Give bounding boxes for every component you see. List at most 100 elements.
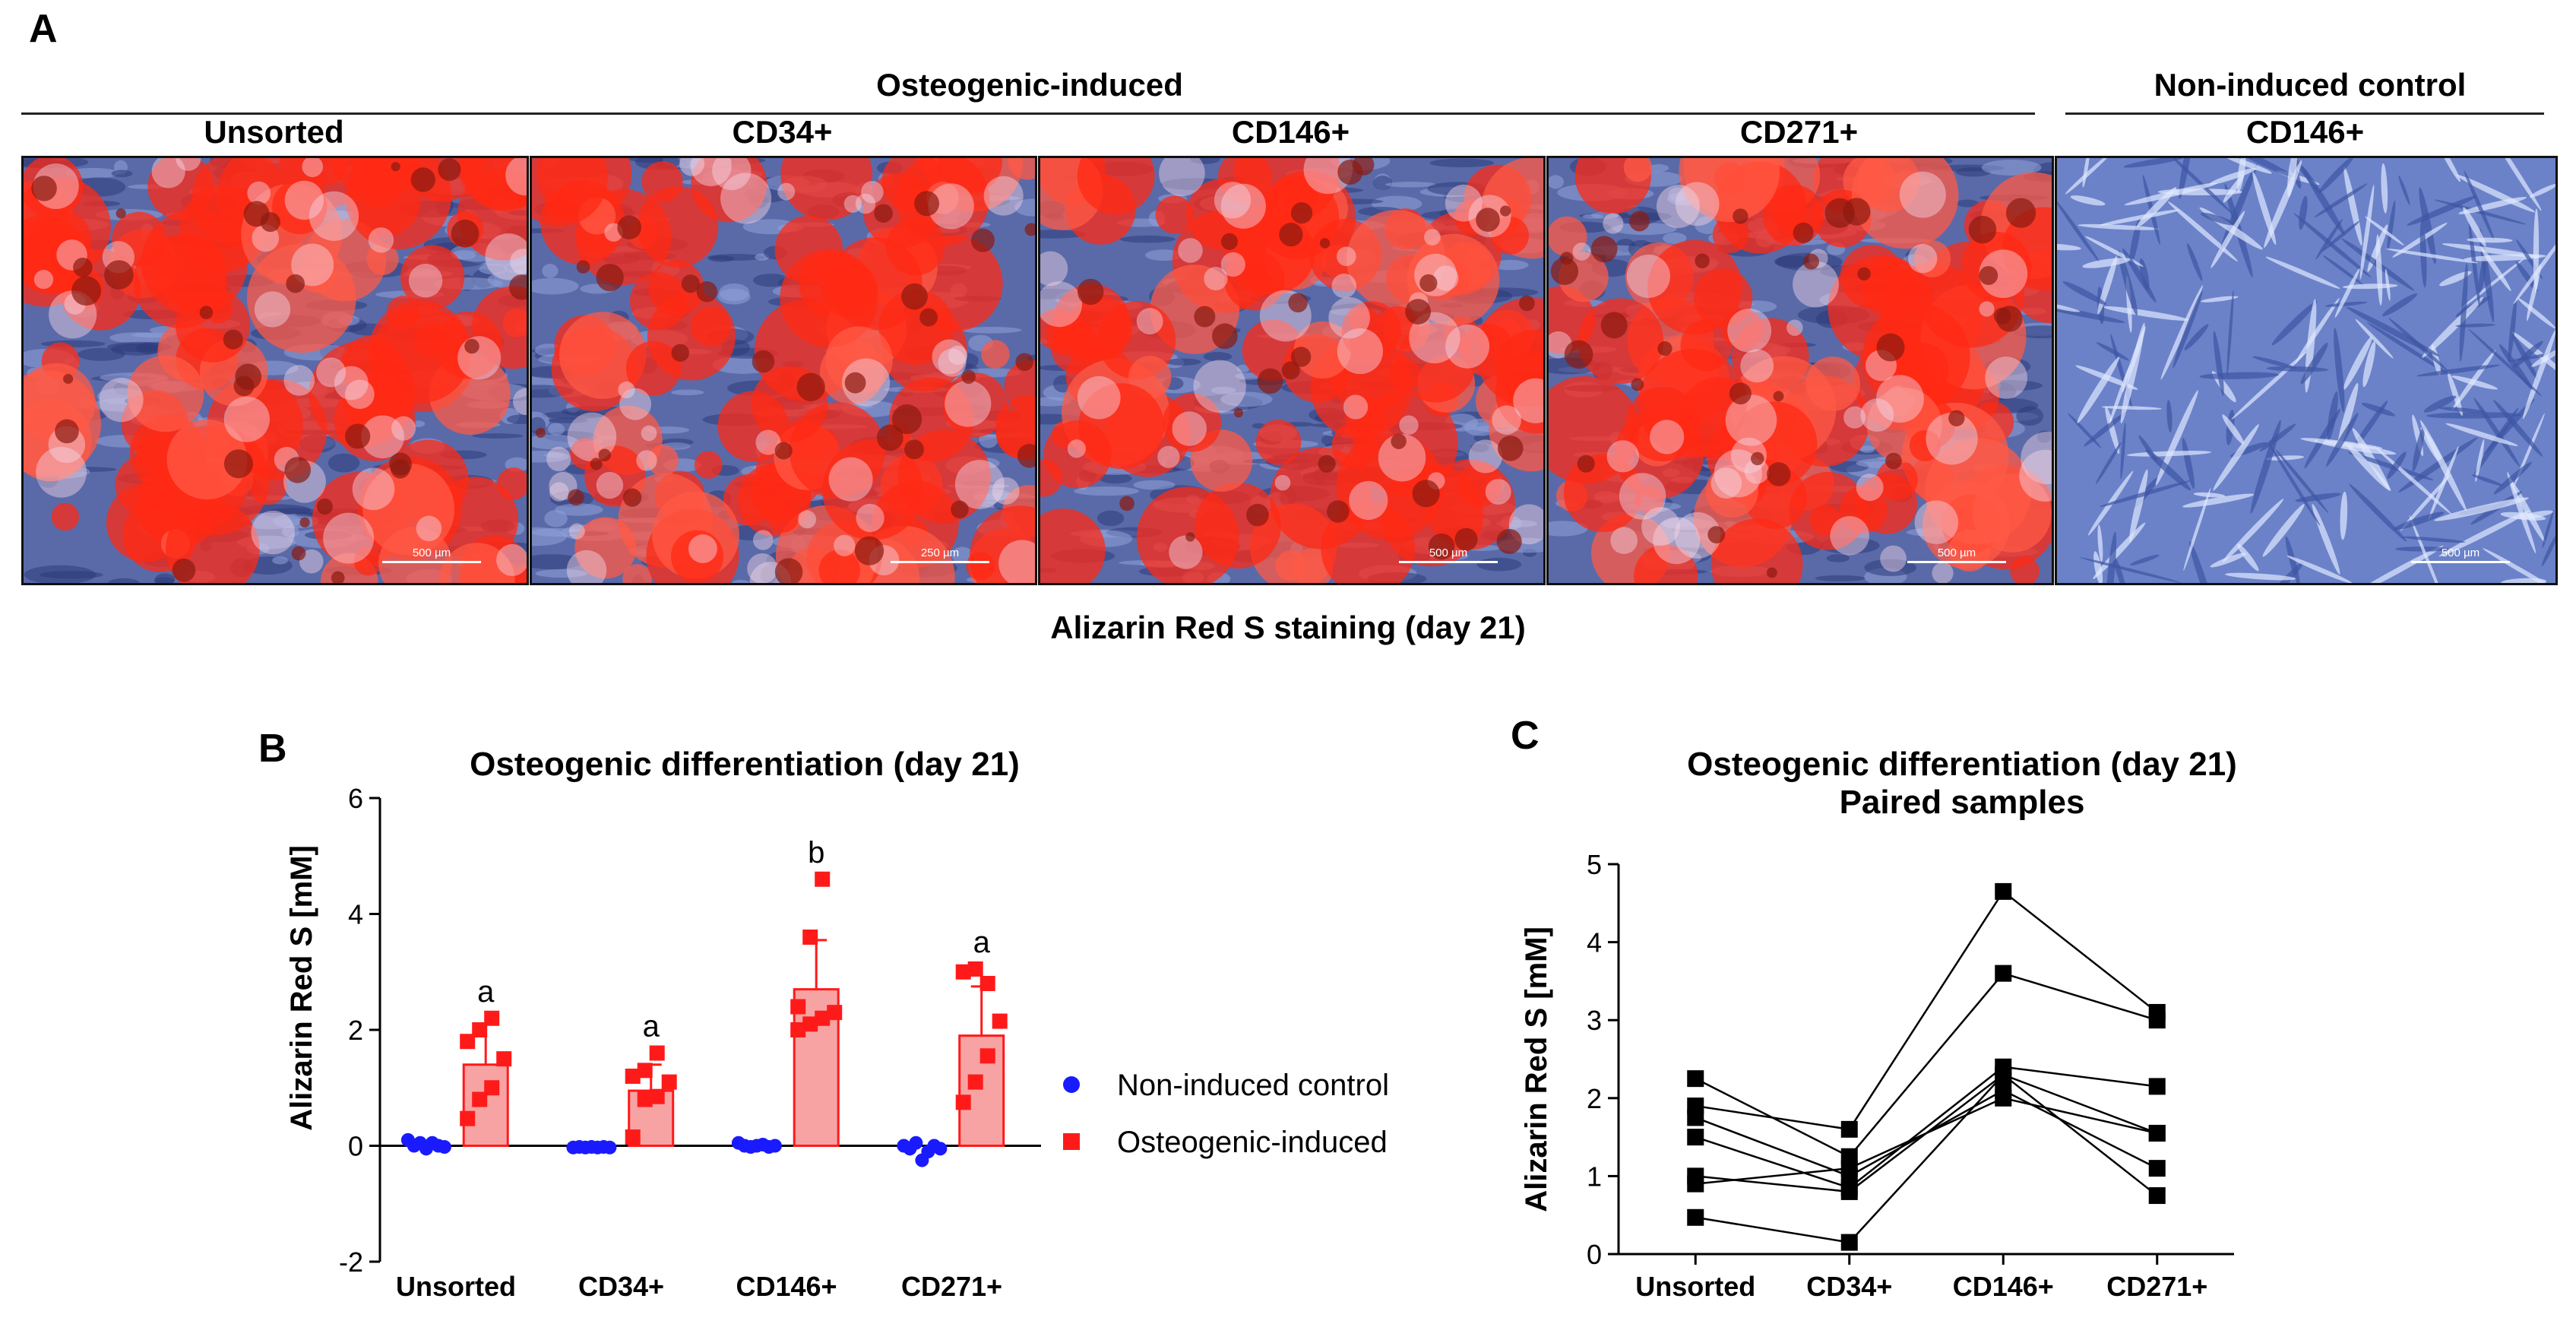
fibroblast-cell bbox=[2542, 509, 2554, 548]
matrix-highlight bbox=[1067, 439, 1086, 458]
matrix-highlight bbox=[1414, 253, 1457, 296]
fibroblast-cell bbox=[2447, 371, 2463, 417]
cell-streak bbox=[1133, 480, 1176, 490]
dense-deposit bbox=[1631, 378, 1644, 391]
calcium-nodule bbox=[1789, 471, 1868, 550]
fibroblast-cell bbox=[2475, 439, 2485, 482]
fibroblast-cell bbox=[2057, 243, 2081, 251]
fibroblast-cell bbox=[2407, 195, 2477, 226]
calcium-nodule bbox=[400, 245, 465, 309]
panel-c-letter: C bbox=[1511, 714, 1540, 758]
dense-deposit bbox=[1707, 526, 1726, 543]
matrix-highlight bbox=[176, 158, 201, 171]
cell-streak bbox=[2016, 406, 2044, 426]
fibroblast-cell bbox=[2463, 207, 2486, 247]
fibroblast-cell bbox=[2381, 293, 2418, 317]
paired-sample-line bbox=[1695, 890, 2158, 1131]
calcium-nodule bbox=[1549, 286, 1595, 353]
dense-deposit bbox=[55, 419, 79, 444]
fibroblast-cell bbox=[2349, 483, 2407, 542]
matrix-highlight bbox=[549, 482, 569, 502]
matrix-highlight bbox=[1656, 185, 1700, 229]
fibroblast-cell bbox=[2250, 420, 2281, 514]
fibroblast-cell bbox=[2271, 300, 2318, 346]
fibroblast-cell bbox=[2530, 183, 2555, 198]
fibroblast-cell bbox=[2105, 531, 2117, 583]
calcium-nodule bbox=[532, 158, 608, 226]
dense-deposit bbox=[1211, 323, 1238, 350]
matrix-highlight bbox=[1674, 512, 1721, 559]
dense-deposit bbox=[1233, 408, 1243, 418]
fibroblast-cell bbox=[2334, 268, 2360, 318]
calcium-nodule bbox=[647, 445, 679, 477]
calcium-nodule bbox=[774, 215, 843, 284]
fibroblast-cell bbox=[2346, 306, 2440, 356]
paired-sample-point bbox=[1995, 964, 2012, 982]
fibroblast-cell bbox=[2097, 256, 2118, 315]
calcium-nodule bbox=[559, 312, 647, 399]
image-label-cd34: CD34+ bbox=[732, 114, 833, 150]
fibroblast-cell bbox=[2077, 356, 2120, 423]
fibroblast-cell bbox=[2112, 554, 2128, 583]
fibroblast-cell bbox=[2362, 341, 2376, 388]
point-induced bbox=[637, 1091, 653, 1107]
dense-deposit bbox=[1024, 223, 1035, 236]
calcium-nodule bbox=[1634, 544, 1698, 583]
calcium-nodule bbox=[1909, 429, 1941, 461]
point-induced bbox=[815, 871, 831, 887]
dense-deposit bbox=[961, 369, 976, 385]
matrix-highlight bbox=[1626, 254, 1671, 298]
fibroblast-cell bbox=[2324, 301, 2368, 307]
matrix-highlight bbox=[1328, 297, 1370, 339]
fibroblast-cell bbox=[2493, 461, 2532, 495]
dense-deposit bbox=[596, 263, 624, 292]
matrix-highlight bbox=[1468, 439, 1503, 474]
matrix-highlight bbox=[513, 388, 527, 416]
significance-letter: a bbox=[643, 1010, 660, 1044]
matrix-highlight bbox=[945, 380, 992, 427]
fibroblast-cell bbox=[2439, 271, 2472, 287]
dense-deposit bbox=[116, 208, 126, 219]
matrix-highlight bbox=[834, 534, 856, 556]
matrix-highlight bbox=[1349, 480, 1388, 520]
paired-sample-line bbox=[1695, 1066, 2157, 1189]
matrix-highlight bbox=[1274, 474, 1291, 491]
calcium-nodule bbox=[51, 502, 80, 531]
fibroblast-cell bbox=[2347, 451, 2434, 481]
dense-deposit bbox=[1419, 274, 1438, 293]
calcium-nodule bbox=[1563, 454, 1642, 533]
dense-deposit bbox=[1773, 391, 1784, 402]
y-tick-label: 0 bbox=[348, 1131, 363, 1162]
fibroblast-cell bbox=[2268, 442, 2321, 526]
matrix-highlight bbox=[1204, 266, 1228, 291]
fibroblast-cell bbox=[2451, 375, 2498, 390]
fibroblast-cell bbox=[2507, 471, 2536, 554]
matrix-highlight bbox=[1040, 251, 1068, 287]
matrix-highlight bbox=[1856, 474, 1884, 502]
fibroblast-cell bbox=[2209, 168, 2257, 185]
chart-b-legend: Non-induced control Osteogenic-induced bbox=[1063, 1069, 1389, 1159]
cell-streak bbox=[328, 453, 360, 473]
calcium-nodule bbox=[1638, 349, 1748, 458]
calcium-nodule bbox=[1336, 432, 1444, 540]
fibroblast-cell bbox=[2226, 290, 2234, 378]
legend-label-induced: Osteogenic-induced bbox=[1117, 1126, 1388, 1159]
calcium-nodule bbox=[1679, 158, 1780, 223]
fibroblast-cell bbox=[2129, 469, 2148, 543]
matrix-highlight bbox=[316, 357, 347, 388]
y-tick-label: 2 bbox=[348, 1015, 363, 1046]
calcium-nodule bbox=[1424, 459, 1515, 550]
fibroblast-cell bbox=[2387, 200, 2396, 251]
cell-streak bbox=[1097, 510, 1125, 527]
point-induced bbox=[802, 1016, 818, 1032]
matrix-highlight bbox=[1979, 249, 2028, 299]
matrix-highlight bbox=[291, 243, 334, 287]
dense-deposit bbox=[904, 439, 924, 460]
paired-sample-point bbox=[1840, 1167, 1858, 1185]
point-control bbox=[437, 1140, 451, 1155]
fibroblast-cell bbox=[2314, 183, 2368, 218]
calcium-nodule bbox=[1960, 231, 2031, 302]
fibroblast-cell bbox=[2265, 256, 2340, 289]
dense-deposit bbox=[1318, 455, 1336, 473]
cell-streak bbox=[542, 264, 559, 278]
